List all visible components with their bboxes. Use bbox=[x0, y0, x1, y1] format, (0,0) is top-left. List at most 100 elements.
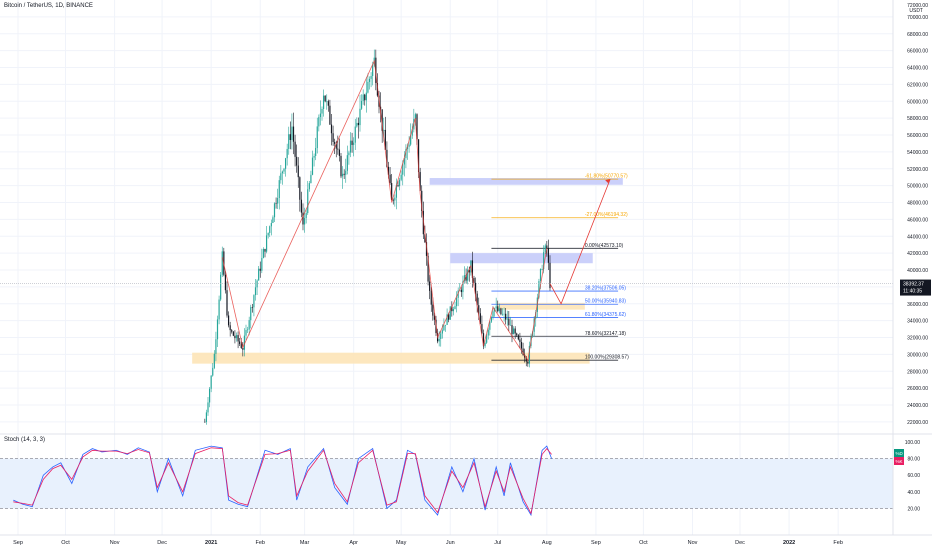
candle-body bbox=[278, 180, 280, 198]
candle-body bbox=[517, 335, 519, 340]
candle-body bbox=[326, 101, 328, 102]
candle-body bbox=[365, 92, 367, 101]
time-tick-label: 2021 bbox=[205, 540, 217, 546]
candle-body bbox=[411, 129, 413, 136]
price-tick-label: 44000.00 bbox=[907, 234, 928, 240]
candle-body bbox=[549, 262, 551, 289]
candle-body bbox=[527, 361, 529, 364]
price-tick-label: 58000.00 bbox=[907, 116, 928, 122]
candle-body bbox=[414, 114, 417, 120]
candle-body bbox=[254, 287, 257, 296]
candle-body bbox=[446, 314, 448, 325]
candle-body bbox=[316, 126, 318, 149]
fib-label: 100.00%(29308.57) bbox=[585, 355, 629, 361]
candle-body bbox=[345, 170, 347, 175]
candle-body bbox=[315, 148, 317, 156]
candle-body bbox=[511, 325, 513, 335]
stoch-d-badge-label: %D bbox=[896, 451, 904, 456]
candle-body bbox=[462, 281, 464, 293]
candle-body bbox=[486, 335, 488, 343]
candle-body bbox=[227, 315, 230, 326]
candle-body bbox=[208, 388, 211, 403]
price-tick-label: 56000.00 bbox=[907, 133, 928, 139]
candle-body bbox=[500, 308, 502, 315]
candle-body bbox=[356, 122, 358, 127]
time-tick-label: Jun bbox=[446, 540, 455, 546]
fib-label: 61.80%(34375.62) bbox=[585, 312, 626, 318]
price-tick-label: 36000.00 bbox=[907, 302, 928, 308]
candle-body bbox=[538, 281, 540, 298]
candle-body bbox=[384, 129, 386, 150]
zone-orange bbox=[497, 302, 585, 310]
candle-body bbox=[335, 143, 337, 149]
candle-body bbox=[313, 155, 315, 158]
time-tick-label: Nov bbox=[110, 540, 120, 546]
candle-body bbox=[310, 174, 312, 184]
candle-body bbox=[497, 306, 499, 312]
price-axis-unit: USDT bbox=[909, 8, 923, 14]
candle-body bbox=[487, 329, 489, 336]
candle-body bbox=[341, 173, 344, 177]
candle-body bbox=[484, 342, 486, 347]
candle-body bbox=[273, 203, 276, 218]
candle-body bbox=[495, 306, 497, 309]
fib-label: -61.80%(50770.57) bbox=[585, 174, 628, 180]
candle-body bbox=[272, 217, 274, 224]
candle-body bbox=[516, 333, 518, 336]
candle-body bbox=[501, 313, 504, 315]
candle-body bbox=[284, 158, 287, 169]
candle-body bbox=[251, 307, 253, 308]
candle-body bbox=[512, 328, 515, 335]
stoch-tick-label: 60.00 bbox=[907, 473, 920, 479]
time-tick-label: Dec bbox=[157, 540, 167, 546]
candle-body bbox=[357, 122, 360, 126]
candle-body bbox=[258, 268, 260, 281]
price-tick-label: 46000.00 bbox=[907, 217, 928, 223]
time-tick-label: Mar bbox=[300, 540, 310, 546]
time-tick-label: Apr bbox=[349, 540, 358, 546]
stoch-title: Stoch (14, 3, 3) bbox=[4, 437, 46, 443]
fib-label: -27.00%(46194.32) bbox=[585, 212, 628, 218]
candle-body bbox=[465, 275, 467, 281]
candle-body bbox=[448, 314, 450, 320]
candle-body bbox=[270, 223, 272, 227]
candle-body bbox=[283, 168, 285, 172]
fib-label: 50.00%(35940.83) bbox=[585, 299, 626, 305]
candle-body bbox=[229, 325, 231, 331]
candle-body bbox=[429, 281, 431, 291]
candle-body bbox=[441, 330, 443, 334]
candle-body bbox=[443, 325, 445, 331]
candle-body bbox=[359, 108, 361, 126]
candle-body bbox=[246, 329, 249, 331]
candle-body bbox=[432, 304, 434, 316]
candle-body bbox=[343, 173, 345, 175]
candle-body bbox=[421, 190, 423, 211]
price-tick-label: 40000.00 bbox=[907, 268, 928, 274]
grid bbox=[0, 0, 893, 535]
candle-body bbox=[330, 124, 333, 134]
time-tick-label: May bbox=[396, 540, 407, 546]
candle-body bbox=[340, 155, 342, 177]
candle-body bbox=[417, 139, 420, 173]
candle-body bbox=[332, 133, 334, 142]
candle-body bbox=[397, 185, 399, 187]
candle-body bbox=[262, 249, 265, 258]
price-tick-label: 60000.00 bbox=[907, 99, 928, 105]
candle-body bbox=[509, 325, 512, 326]
candle-body bbox=[492, 311, 494, 317]
candle-body bbox=[451, 306, 453, 312]
stoch-d-badge bbox=[894, 449, 904, 457]
candle-body bbox=[321, 108, 323, 114]
candle-body bbox=[547, 248, 550, 263]
candle-body bbox=[546, 245, 548, 249]
candle-body bbox=[338, 149, 341, 156]
candle-body bbox=[277, 197, 279, 204]
candle-body bbox=[489, 321, 491, 330]
candle-body bbox=[220, 274, 222, 300]
candle-body bbox=[294, 141, 296, 157]
candle-body bbox=[452, 309, 455, 312]
candle-body bbox=[383, 129, 385, 131]
candle-body bbox=[505, 313, 507, 320]
